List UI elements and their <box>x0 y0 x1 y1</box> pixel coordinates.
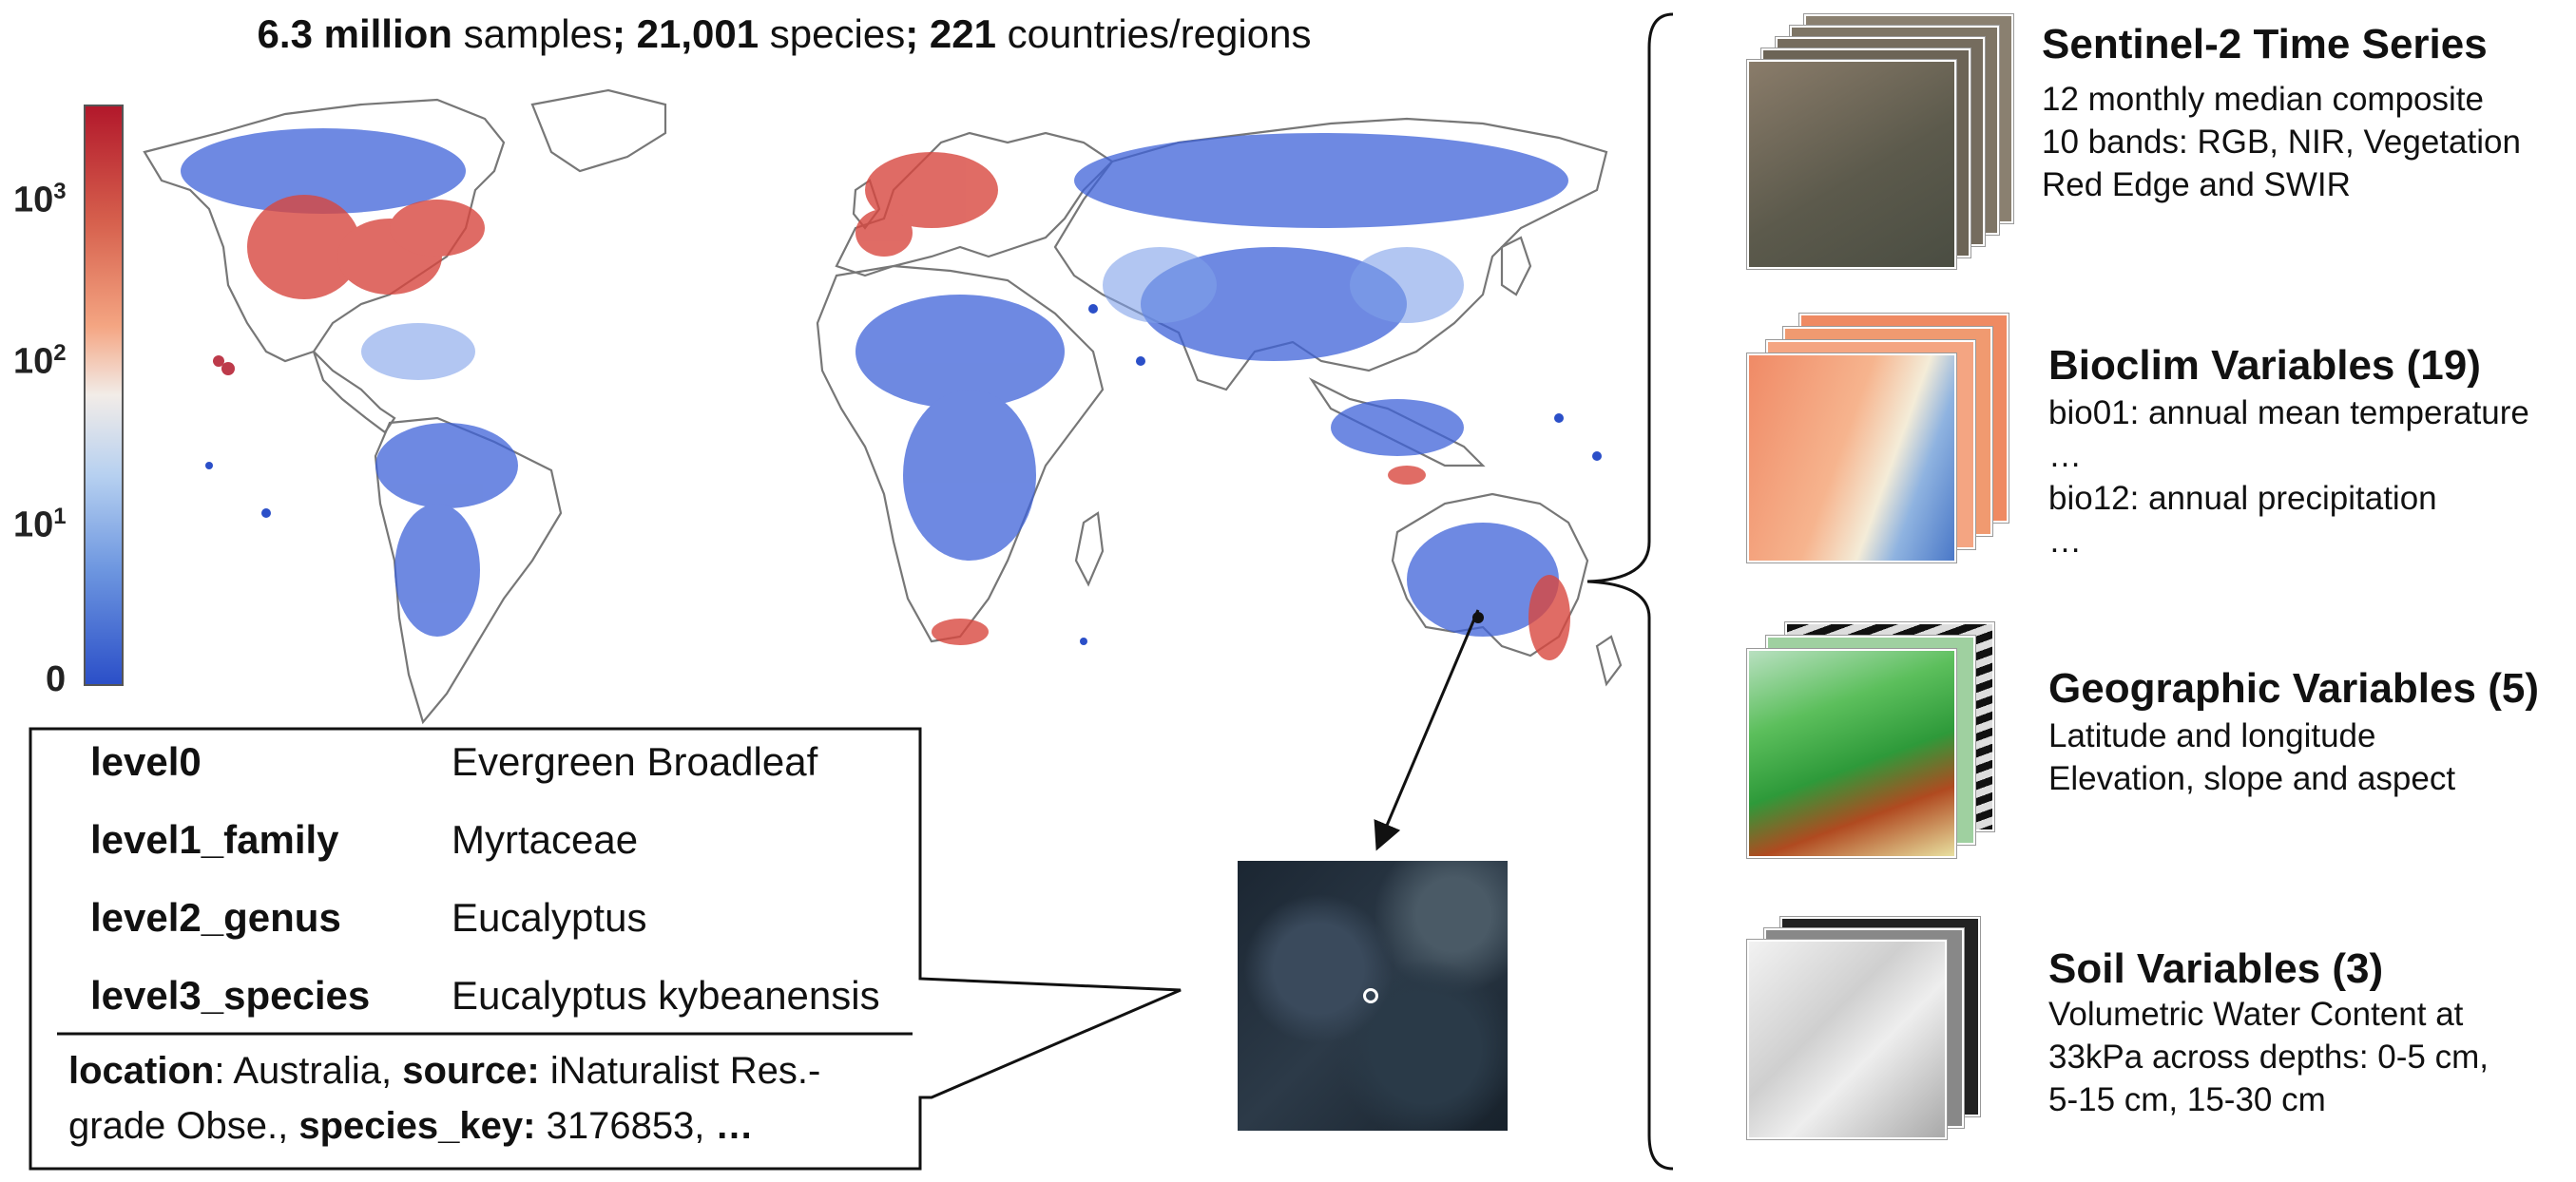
tick-base: 10 <box>13 180 54 220</box>
scattered-points <box>205 304 1602 645</box>
geographic-stack <box>1747 622 2023 879</box>
row-value-level2: Eucalyptus <box>452 895 647 940</box>
regions-count: 221 <box>929 11 996 56</box>
africa-outline <box>816 264 1105 643</box>
grouping-brace <box>1586 12 1674 1171</box>
tick-base: 10 <box>13 341 54 382</box>
card-line: Elevation, slope and aspect <box>2048 760 2456 797</box>
sentinel2-stack <box>1747 14 2023 271</box>
colorbar-tick-100: 102 <box>13 340 67 383</box>
row-value-level3: Eucalyptus kybeanensis <box>452 973 880 1018</box>
header-sep-1: ; <box>612 11 637 56</box>
callout-box <box>29 727 1182 1171</box>
card-title-soil: Soil Variables (3) <box>2048 945 2384 992</box>
madagascar-outline <box>1074 511 1105 587</box>
source-value: iNaturalist Res.- <box>539 1050 821 1092</box>
regions-label: countries/regions <box>995 11 1312 56</box>
card-line: 10 bands: RGB, NIR, Vegetation <box>2042 124 2521 161</box>
card-line: … <box>2048 523 2082 560</box>
greenland-outline <box>530 88 667 173</box>
species-key-key: species_key: <box>298 1105 536 1147</box>
tick-base: 0 <box>46 659 67 699</box>
row-key-level2: level2_genus <box>90 895 341 940</box>
japan-outline <box>1500 236 1532 296</box>
samples-label: samples <box>452 11 612 56</box>
source-value-cont: grade Obse., <box>68 1105 299 1147</box>
card-lines-sentinel2: 12 monthly median composite 10 bands: RG… <box>2042 78 2521 206</box>
connector-arrow <box>1374 609 1480 851</box>
card-line: Volumetric Water Content at <box>2048 996 2464 1033</box>
footer-ellipsis: … <box>715 1105 754 1147</box>
medium-density-areas <box>361 247 1464 380</box>
card-line: bio12: annual precipitation <box>2048 480 2437 517</box>
high-density-areas <box>247 152 1570 660</box>
card-line: Red Edge and SWIR <box>2042 166 2351 203</box>
tick-exp: 2 <box>53 340 67 366</box>
header-sep-2: ; <box>905 11 930 56</box>
footer-line-1: location: Australia, source: iNaturalist… <box>68 1043 924 1098</box>
new-zealand-outline <box>1595 635 1623 687</box>
location-value: : Australia, <box>214 1050 403 1092</box>
satellite-tile <box>1238 861 1508 1131</box>
card-line: bio01: annual mean temperature <box>2048 394 2529 431</box>
species-label: species <box>759 11 906 56</box>
row-value-level1: Myrtaceae <box>452 817 639 862</box>
source-key: source: <box>402 1050 540 1092</box>
card-line: Latitude and longitude <box>2048 717 2376 754</box>
card-lines-soil: Volumetric Water Content at 33kPa across… <box>2048 993 2489 1121</box>
card-title-geographic: Geographic Variables (5) <box>2048 665 2539 712</box>
tick-exp: 1 <box>53 504 67 529</box>
bioclim-stack <box>1747 314 2023 570</box>
south-america-outline <box>374 416 563 725</box>
sample-footer: location: Australia, source: iNaturalist… <box>68 1043 924 1153</box>
location-key: location <box>68 1050 215 1092</box>
sparse-density-areas <box>181 128 1568 637</box>
card-lines-geographic: Latitude and longitude Elevation, slope … <box>2048 715 2455 800</box>
row-value-level0: Evergreen Broadleaf <box>452 739 818 784</box>
sample-location-marker <box>1363 988 1378 1003</box>
species-key-value: 3176853, <box>535 1105 716 1147</box>
colorbar <box>84 105 124 686</box>
tick-exp: 3 <box>53 179 67 204</box>
figure-header: 6.3 million samples; 21,001 species; 221… <box>143 11 1426 57</box>
observation-heatmap <box>181 128 1602 660</box>
soil-stack <box>1747 917 2023 1164</box>
card-line: 5-15 cm, 15-30 cm <box>2048 1081 2326 1118</box>
row-key-level1: level1_family <box>90 817 339 862</box>
row-key-level3: level3_species <box>90 973 371 1018</box>
card-line: 12 monthly median composite <box>2042 81 2484 118</box>
colorbar-tick-1000: 103 <box>13 179 67 221</box>
colorbar-tick-0: 0 <box>46 659 66 700</box>
row-key-level0: level0 <box>90 739 202 784</box>
world-map <box>143 88 1623 725</box>
tick-base: 10 <box>13 505 54 545</box>
card-lines-bioclim: bio01: annual mean temperature … bio12: … <box>2048 391 2529 562</box>
card-title-sentinel2: Sentinel-2 Time Series <box>2042 21 2488 67</box>
footer-line-2: grade Obse., species_key: 3176853, … <box>68 1098 924 1153</box>
card-line: … <box>2048 437 2082 474</box>
samples-count: 6.3 million <box>257 11 452 56</box>
colorbar-tick-10: 101 <box>13 504 67 546</box>
card-line: 33kPa across depths: 0-5 cm, <box>2048 1039 2489 1076</box>
hawaii-cluster <box>213 355 235 375</box>
card-title-bioclim: Bioclim Variables (19) <box>2048 342 2481 389</box>
species-count: 21,001 <box>636 11 759 56</box>
